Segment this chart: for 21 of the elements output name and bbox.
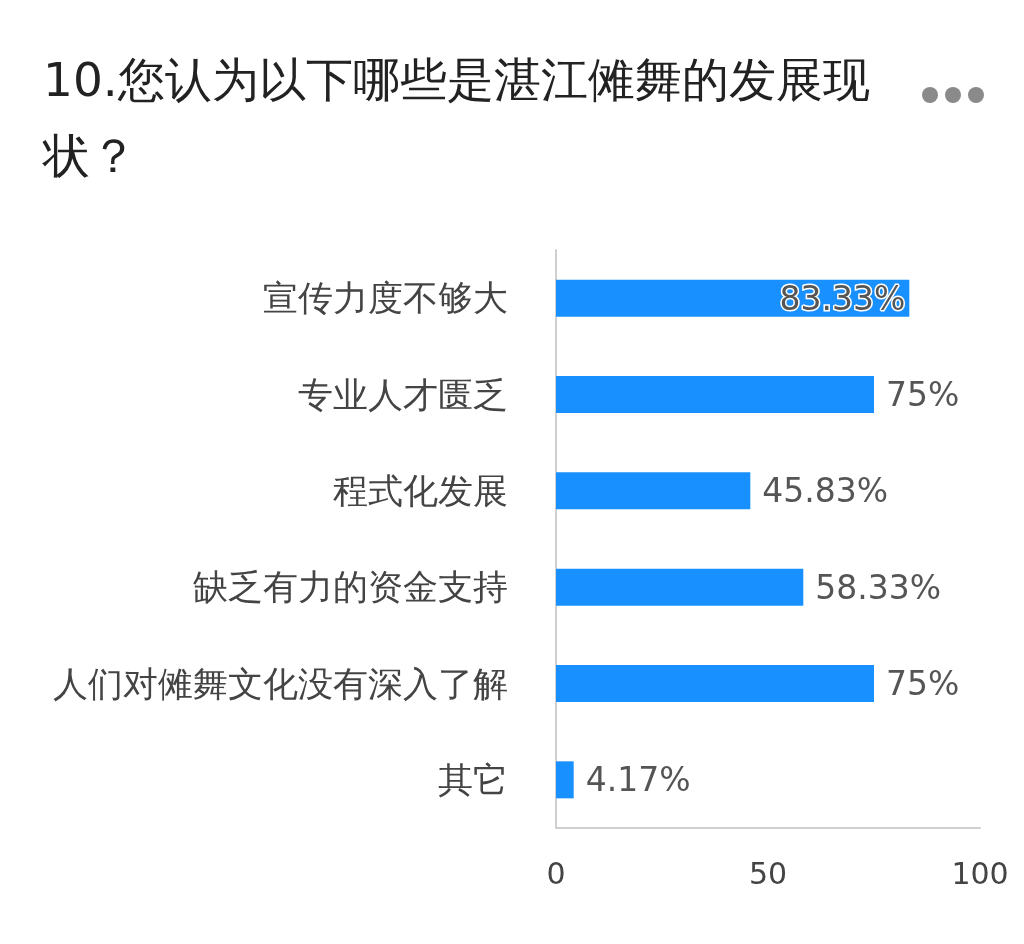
data-label: 45.83% — [762, 471, 889, 511]
data-label: 75% — [886, 375, 960, 414]
x-tick-label: 100 — [951, 855, 1009, 891]
bar — [556, 761, 574, 799]
y-tick-label: 缺乏有力的资金支持 — [193, 567, 508, 608]
data-label: 75% — [886, 664, 960, 703]
bar — [556, 665, 874, 702]
bar — [556, 568, 804, 606]
y-tick-label: 人们对傩舞文化没有深入了解 — [53, 663, 508, 704]
y-tick-label: 专业人才匮乏 — [298, 374, 508, 415]
chart-title: 10.您认为以下哪些是湛江傩舞的发展现状？ — [42, 51, 870, 183]
bar — [556, 472, 751, 510]
data-label: 58.33% — [815, 567, 942, 607]
y-tick-label: 其它 — [438, 759, 508, 800]
x-tick-label: 50 — [748, 855, 788, 891]
bar — [556, 376, 874, 413]
y-tick-label: 宣传力度不够大 — [263, 278, 508, 319]
y-tick-label: 程式化发展 — [333, 470, 508, 511]
x-tick-label: 0 — [546, 855, 566, 891]
data-label: 83.33% — [779, 278, 906, 318]
data-label: 4.17% — [585, 760, 691, 800]
